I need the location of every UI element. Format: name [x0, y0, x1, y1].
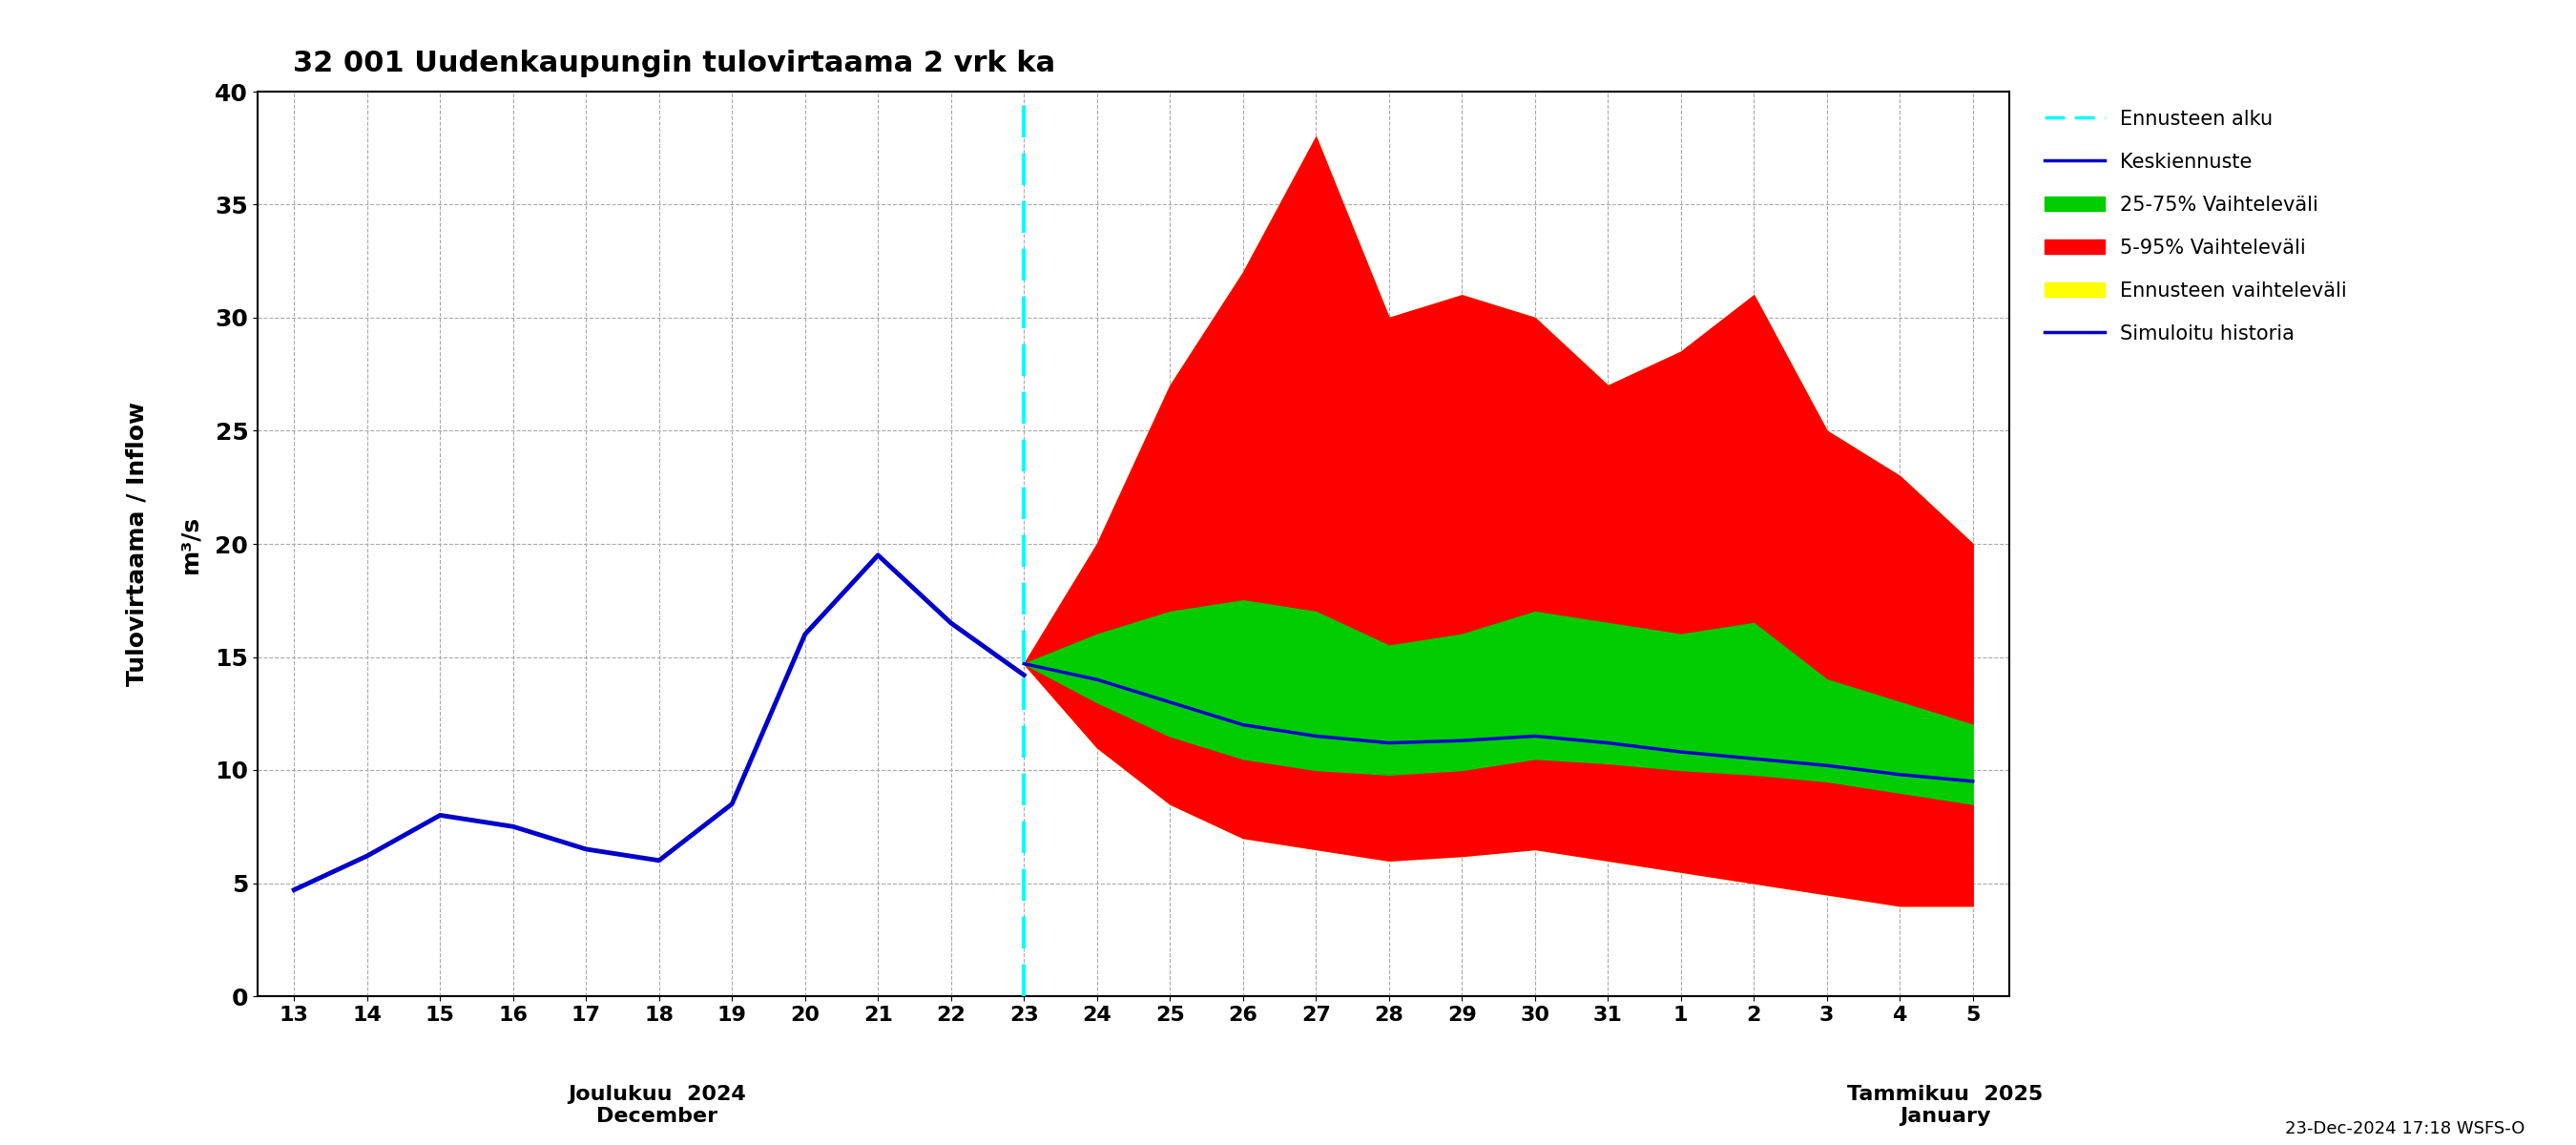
Text: Tammikuu  2025
January: Tammikuu 2025 January: [1847, 1084, 2043, 1126]
Text: 23-Dec-2024 17:18 WSFS-O: 23-Dec-2024 17:18 WSFS-O: [2285, 1120, 2524, 1137]
Legend: Ennusteen alku, Keskiennuste, 25-75% Vaihteleväli, 5-95% Vaihteleväli, Ennusteen: Ennusteen alku, Keskiennuste, 25-75% Vai…: [2038, 102, 2354, 352]
Y-axis label: Tulovirtaama / Inflow

m³/s: Tulovirtaama / Inflow m³/s: [126, 402, 201, 686]
Text: Joulukuu  2024
December: Joulukuu 2024 December: [567, 1084, 747, 1126]
Text: 32 001 Uudenkaupungin tulovirtaama 2 vrk ka: 32 001 Uudenkaupungin tulovirtaama 2 vrk…: [294, 49, 1056, 78]
